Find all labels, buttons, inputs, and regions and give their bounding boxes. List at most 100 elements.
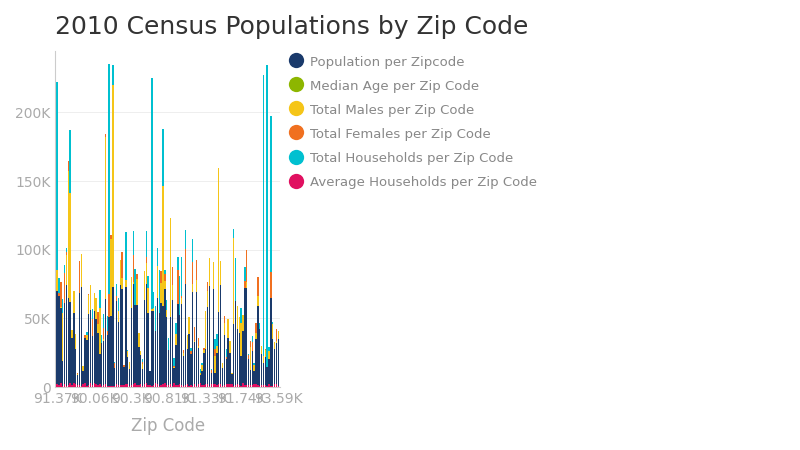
Bar [185, 249, 186, 387]
Bar [199, 369, 201, 387]
Bar [274, 349, 275, 387]
Bar [172, 386, 173, 387]
Bar [66, 252, 67, 387]
Bar [241, 323, 242, 387]
Bar [262, 356, 264, 387]
Bar [227, 333, 229, 387]
Bar [123, 368, 125, 387]
Bar [278, 339, 279, 387]
Bar [84, 335, 86, 387]
Bar [73, 291, 74, 387]
Bar [62, 386, 63, 387]
Bar [138, 385, 139, 387]
Bar [134, 308, 136, 387]
Bar [255, 339, 257, 387]
Bar [136, 385, 138, 387]
Bar [164, 289, 166, 387]
Bar [103, 385, 104, 387]
Bar [278, 338, 279, 387]
Bar [203, 356, 205, 387]
Bar [220, 384, 222, 387]
Bar [146, 231, 147, 387]
Bar [78, 293, 80, 387]
Bar [134, 269, 136, 387]
Bar [153, 292, 154, 387]
Bar [216, 353, 218, 387]
Bar [153, 311, 154, 387]
Bar [94, 315, 95, 387]
Bar [122, 252, 123, 387]
Bar [157, 304, 158, 387]
Bar [164, 270, 166, 387]
Bar [116, 383, 118, 387]
Bar [88, 312, 90, 387]
Bar [214, 373, 216, 387]
Bar [86, 344, 87, 387]
Bar [209, 288, 210, 387]
Bar [174, 383, 175, 387]
Bar [146, 284, 147, 387]
Bar [272, 339, 274, 387]
Bar [110, 235, 112, 387]
Bar [261, 385, 262, 387]
Bar [238, 317, 240, 387]
Bar [105, 231, 106, 387]
Bar [235, 307, 236, 387]
Bar [95, 314, 97, 387]
Bar [119, 384, 121, 387]
Bar [170, 218, 171, 387]
Bar [272, 324, 274, 387]
Bar [70, 205, 71, 387]
Bar [213, 281, 214, 387]
Bar [129, 369, 130, 387]
Bar [238, 338, 240, 387]
Bar [278, 386, 279, 387]
Bar [237, 306, 238, 387]
Bar [231, 375, 233, 387]
Bar [262, 385, 264, 387]
Bar [172, 272, 173, 387]
Bar [272, 322, 274, 387]
Bar [118, 322, 119, 387]
Bar [222, 368, 223, 387]
Bar [214, 339, 216, 387]
Bar [224, 323, 225, 387]
Bar [164, 274, 166, 387]
Bar [185, 230, 186, 387]
Bar [181, 297, 182, 387]
Bar [147, 313, 149, 387]
Bar [153, 308, 154, 387]
Bar [70, 302, 71, 387]
Bar [66, 285, 67, 387]
Bar [192, 284, 194, 387]
Bar [81, 254, 82, 387]
Bar [179, 320, 181, 387]
Bar [146, 383, 147, 387]
Bar [276, 384, 277, 387]
Bar [172, 300, 173, 387]
Bar [144, 384, 145, 387]
Bar [233, 238, 234, 387]
Bar [227, 321, 229, 387]
Bar [110, 239, 112, 387]
Bar [144, 271, 145, 387]
Bar [218, 383, 219, 387]
Bar [162, 190, 164, 387]
Bar [71, 339, 73, 387]
Bar [116, 284, 118, 387]
Bar [133, 284, 134, 387]
Bar [244, 289, 246, 387]
Bar [266, 368, 268, 387]
Bar [112, 386, 114, 387]
Bar [56, 292, 58, 387]
Bar [259, 323, 260, 387]
Bar [182, 353, 184, 387]
Bar [188, 331, 190, 387]
Bar [119, 260, 121, 387]
Bar [101, 343, 102, 387]
Bar [257, 289, 258, 387]
Bar [218, 168, 219, 387]
Bar [114, 362, 115, 387]
Bar [138, 341, 139, 387]
Bar [103, 341, 104, 387]
